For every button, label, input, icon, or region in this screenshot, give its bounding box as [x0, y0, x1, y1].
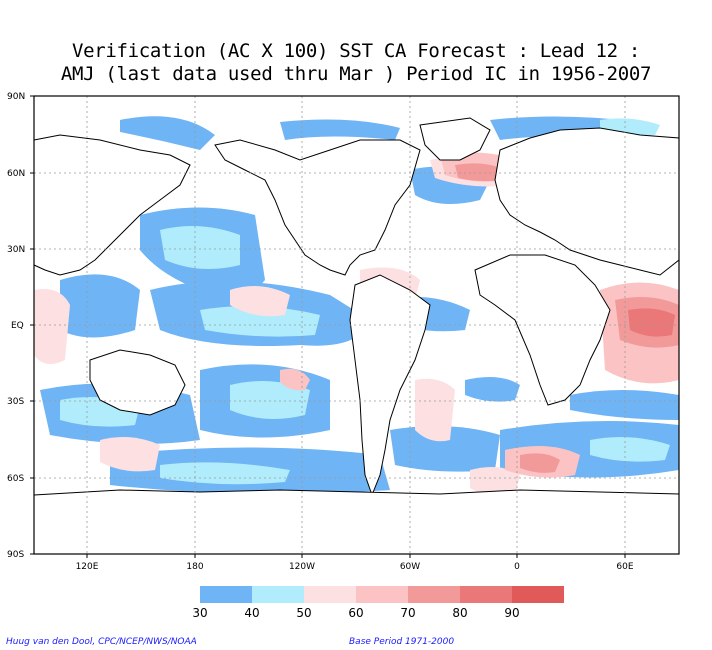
legend-swatch	[356, 586, 408, 603]
legend-swatch	[512, 586, 564, 603]
map-gridlines	[34, 96, 679, 554]
legend-tick: 50	[296, 606, 311, 620]
lat-label: 30N	[7, 245, 25, 255]
chart-title-line-2: AMJ (last data used thru Mar ) Period IC…	[60, 63, 652, 85]
legend-tick: 30	[192, 606, 207, 620]
legend-tick: 60	[348, 606, 363, 620]
legend-tick: 70	[400, 606, 415, 620]
legend-swatch	[200, 586, 252, 603]
lon-label: 120W	[289, 562, 315, 572]
lon-label: 0	[514, 562, 520, 572]
lon-label: 60E	[616, 562, 633, 572]
color-legend	[200, 586, 564, 603]
legend-tick: 80	[452, 606, 467, 620]
latitude-labels: 90N 60N 30N EQ 30S 60S 90S	[7, 92, 25, 560]
lat-label: 60N	[7, 169, 25, 179]
lat-label: 90N	[7, 92, 25, 102]
lat-label: 30S	[7, 397, 24, 407]
legend-swatch	[460, 586, 512, 603]
lat-label: 60S	[7, 474, 24, 484]
lon-label: 60W	[400, 562, 420, 572]
legend-tick: 40	[244, 606, 259, 620]
axis-ticks	[30, 95, 626, 558]
lat-label: EQ	[11, 321, 24, 331]
longitude-labels: 120E 180 120W 60W 0 60E	[76, 562, 634, 572]
chart-title-line-1: Verification (AC X 100) SST CA Forecast …	[71, 40, 641, 62]
legend-swatch	[408, 586, 460, 603]
legend-tick: 90	[504, 606, 519, 620]
legend-tick-labels: 30 40 50 60 70 80 90	[192, 606, 519, 620]
base-period-note: Base Period 1971-2000	[349, 637, 455, 647]
lon-label: 180	[186, 562, 203, 572]
lat-label: 90S	[7, 550, 24, 560]
legend-swatch	[304, 586, 356, 603]
coastlines	[33, 117, 680, 555]
lon-label: 120E	[76, 562, 99, 572]
legend-swatch	[252, 586, 304, 603]
author-credit: Huug van den Dool, CPC/NCEP/NWS/NOAA	[6, 637, 197, 647]
